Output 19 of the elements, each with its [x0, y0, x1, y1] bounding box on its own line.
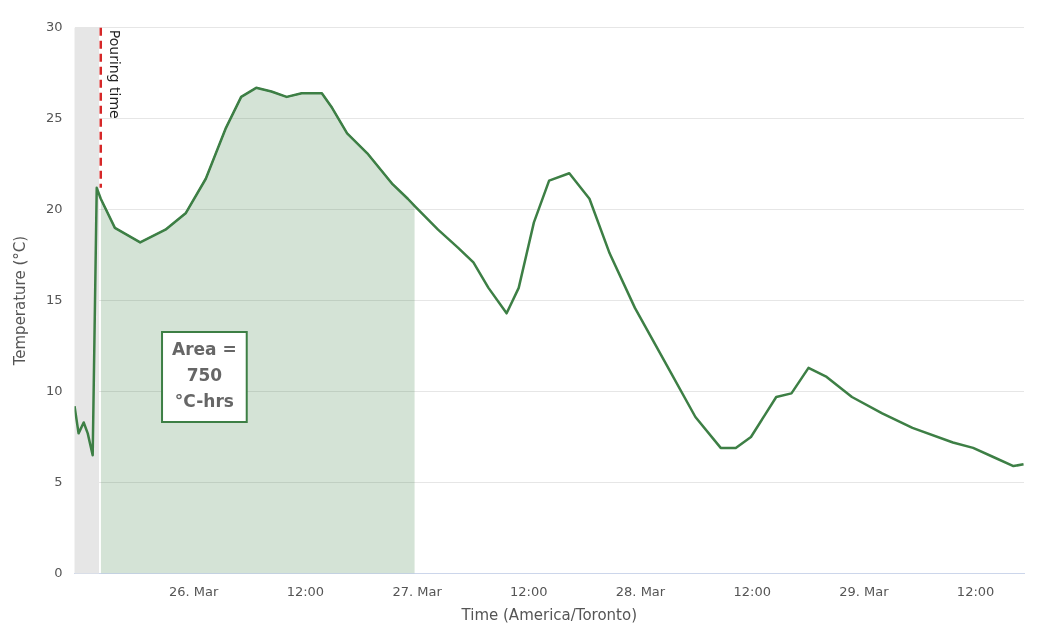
y-tick-label: 10	[46, 382, 63, 398]
x-tick-label: 12:00	[956, 583, 995, 599]
ref-line-label: Pouring time	[107, 29, 124, 119]
y-tick-label: 0	[54, 564, 63, 580]
y-tick-label: 15	[46, 291, 63, 307]
y-tick-label: 20	[46, 201, 63, 217]
x-tick-label: 26. Mar	[169, 583, 220, 599]
x-tick-label: 12:00	[286, 583, 325, 599]
x-axis-title: Time (America/Toronto)	[460, 605, 638, 624]
annotation: Area = 750 °C-hrs	[172, 339, 237, 412]
y-tick-label: 5	[54, 473, 63, 489]
x-tick-label: 27. Mar	[392, 583, 443, 599]
x-tick-label: 29. Mar	[839, 583, 890, 599]
y-tick-label: 25	[46, 110, 63, 126]
y-axis-title: Temperature (°C)	[10, 235, 29, 367]
y-tick-label: 30	[46, 19, 63, 35]
x-tick-label: 28. Mar	[615, 583, 666, 599]
x-tick-label: 12:00	[733, 583, 771, 599]
x-tick-label: 12:00	[510, 583, 548, 599]
